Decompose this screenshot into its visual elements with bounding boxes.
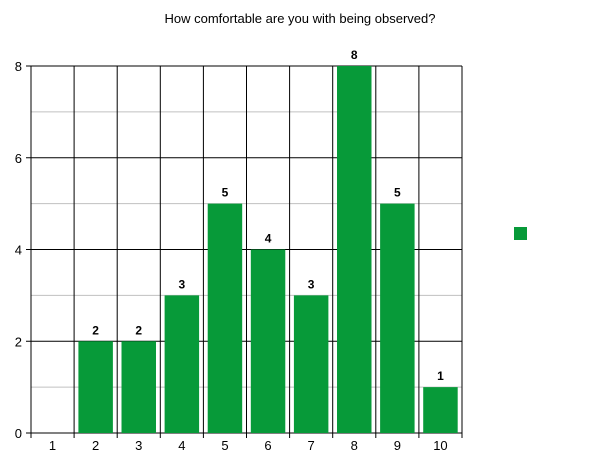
bar-value-label: 3 (308, 277, 315, 291)
x-tick-label: 7 (308, 438, 315, 453)
x-tick-label: 5 (221, 438, 228, 453)
x-tick-label: 8 (351, 438, 358, 453)
x-tick-label: 1 (49, 438, 56, 453)
x-tick-label: 3 (135, 438, 142, 453)
bar-value-label: 4 (265, 232, 272, 246)
bar (293, 295, 329, 433)
bar (121, 341, 156, 433)
y-tick-label: 8 (15, 59, 22, 74)
legend-swatch (514, 227, 527, 240)
x-tick-label: 9 (394, 438, 401, 453)
bar-value-label: 8 (351, 48, 358, 62)
chart-axes: 0 2 4 6 8 1 2 3 4 5 6 7 8 9 10 (15, 59, 448, 453)
bar (78, 341, 113, 433)
bar-value-label: 5 (222, 186, 229, 200)
bar-value-label: 5 (394, 186, 401, 200)
bar-value-label: 3 (179, 277, 186, 291)
bar (337, 66, 372, 433)
bar (250, 249, 286, 433)
y-tick-label: 4 (15, 243, 22, 258)
chart-title: How comfortable are you with being obser… (165, 11, 436, 26)
bar-value-label: 2 (135, 323, 142, 337)
x-tick-label: 6 (264, 438, 271, 453)
bar (380, 203, 415, 433)
y-tick-label: 2 (15, 334, 22, 349)
bar-value-label: 2 (92, 323, 99, 337)
chart-legend (514, 227, 527, 240)
bar (423, 387, 458, 433)
bar (164, 295, 200, 433)
bars: 2 2 3 5 4 3 8 5 1 (78, 48, 458, 433)
x-tick-label: 10 (433, 438, 447, 453)
bar (207, 203, 243, 433)
y-tick-label: 6 (15, 151, 22, 166)
bar-value-label: 1 (437, 369, 444, 383)
y-tick-label: 0 (15, 426, 22, 441)
x-tick-label: 4 (178, 438, 185, 453)
x-tick-label: 2 (92, 438, 99, 453)
